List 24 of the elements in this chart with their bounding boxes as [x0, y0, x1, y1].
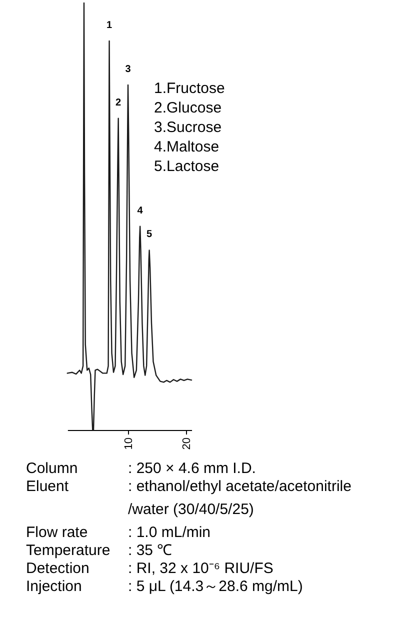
annotation: 1.Fructose	[154, 80, 225, 97]
annotation: 1	[106, 20, 112, 32]
annotation: 4.Maltose	[154, 138, 220, 156]
text: : ethanol/ethyl acetate/acetonitrile /water (30/40/5/25)	[128, 478, 352, 518]
text: Injection	[26, 578, 82, 595]
text: Column	[26, 460, 78, 477]
x-tick-label: 10	[122, 438, 135, 450]
x-tick-label: 20	[180, 438, 193, 450]
text: Eluent	[26, 478, 70, 495]
text: : 1.0 mL/min	[128, 524, 211, 541]
text: : RI, 32 x 10⁻⁶ RIU/FS	[128, 560, 274, 577]
text: Detection	[26, 560, 90, 577]
text: : 250 × 4.6 mm I.D.	[128, 460, 256, 477]
annotation: 5.Lactose	[154, 158, 220, 175]
annotation: 4	[137, 205, 144, 216]
annotation: 3.Sucrose	[154, 119, 222, 136]
annotation: 2.Glucose	[154, 100, 222, 116]
text: : 5 μL (14.3～28.6 mg/mL)	[128, 578, 303, 595]
annotation: 5	[146, 229, 153, 240]
text: : 35 ℃	[128, 542, 172, 559]
text: Flow rate	[26, 524, 88, 541]
text: Temperature	[26, 542, 110, 559]
annotation: 2	[116, 97, 122, 108]
annotation: 3	[125, 64, 132, 75]
